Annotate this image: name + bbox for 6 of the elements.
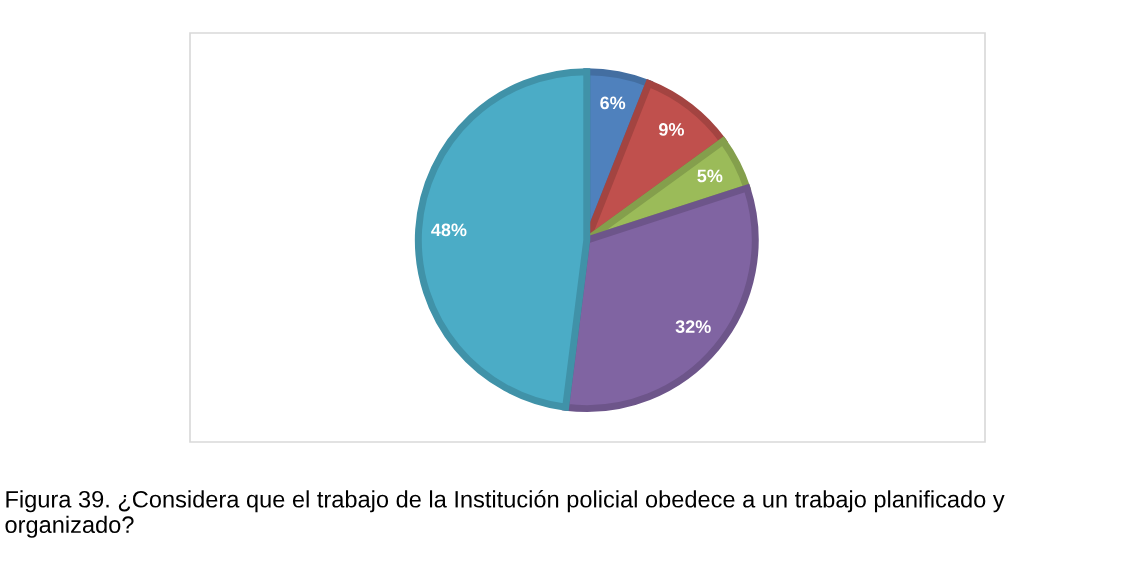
data-label: 5% <box>697 169 723 183</box>
data-label: 32% <box>675 320 711 334</box>
data-label: 48% <box>431 223 467 237</box>
data-label: 9% <box>659 123 684 136</box>
text: Figura 39. ¿Considera que el trabajo de la Institución policial obedece a un trabajo planificado y organizado? <box>5 490 1005 538</box>
data-label: 6% <box>600 96 626 110</box>
